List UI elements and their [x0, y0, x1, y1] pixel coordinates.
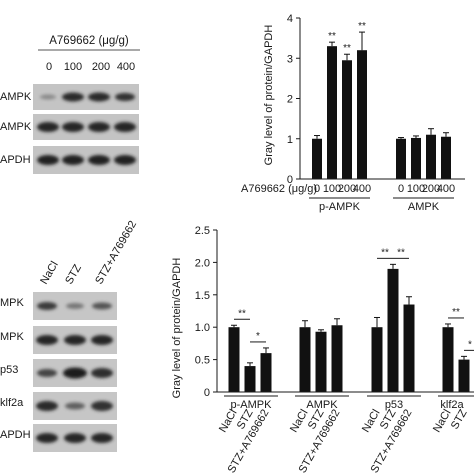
lane-label-nacl: NaCl: [38, 259, 61, 286]
blot-a-row-label-3: APDH: [0, 154, 31, 166]
chart1-y-tick-label: 0: [287, 174, 293, 186]
bar-chart-stz-treatment: Gray level of protein/GAPDH 0 0.5 1.0 1.5 2.…: [171, 225, 474, 474]
chart1-group-label: AMPK: [408, 201, 440, 213]
chart2-bar: [442, 327, 454, 392]
lane-label-stz-a769662: STZ+A769662: [93, 219, 139, 287]
dose-label-200: 200: [92, 61, 110, 73]
chart1-significance: **: [358, 21, 366, 32]
blot-b-strip-5: [33, 424, 117, 452]
chart1-bar: [396, 138, 406, 179]
chart2-group-label: p-AMPK: [231, 399, 273, 411]
chart2-bar: [228, 327, 240, 392]
chart2-bar: [244, 366, 256, 392]
chart1-category-label: 400: [353, 183, 371, 195]
chart1-group-label: p-AMPK: [319, 201, 361, 213]
blot-b-strip-3: [33, 359, 117, 387]
blot-a-strip-3: [33, 146, 139, 174]
chart2-y-tick-label: 1.0: [195, 322, 210, 334]
chart1-ylabel: Gray level of protein/GAPDH: [263, 25, 275, 166]
chart2-y-tick-label: 2.0: [195, 257, 210, 269]
blot-panel-b: NaCl STZ STZ+A769662 MPK MPK p53 klf2a A…: [0, 219, 139, 452]
blot-b-strip-1: [33, 292, 117, 320]
blot-b-row-label-3: p53: [0, 364, 18, 376]
dose-label-400: 400: [117, 61, 135, 73]
chart1-category-label: 100: [323, 183, 341, 195]
chart2-significance: *: [468, 339, 472, 350]
blot-b-row-label-5: APDH: [0, 429, 31, 441]
chart2-y-tick-label: 1.5: [195, 290, 210, 302]
chart2-significance: **: [397, 247, 405, 258]
dose-label-100: 100: [64, 61, 82, 73]
chart1-y-tick-label: 4: [287, 13, 293, 25]
blot-panel-a: A769662 (μg/g) 0 100 200 400 AMPK AMPK A…: [0, 35, 140, 174]
chart2-significance: **: [452, 307, 460, 318]
chart2-significance: **: [381, 247, 389, 258]
chart2-bar: [331, 325, 343, 392]
blot-a-row-label-1: AMPK: [0, 91, 32, 103]
dose-label-0: 0: [46, 61, 52, 73]
chart2-category-label: NaCl: [431, 408, 454, 435]
chart1-bar: [411, 137, 421, 179]
chart2-bar: [387, 268, 399, 392]
chart1-bar: [312, 138, 322, 179]
bar-chart-ampk-dose: Gray level of protein/GAPDH A769662 (μg/…: [241, 13, 465, 213]
chart1-y-tick-label: 2: [287, 94, 293, 106]
chart1-bar: [342, 60, 352, 180]
chart2-category-label: NaCl: [217, 408, 240, 435]
chart2-bar: [458, 359, 470, 392]
chart2-category-label: NaCl: [360, 408, 383, 435]
blot-b-row-label-2: MPK: [0, 331, 25, 343]
dose-header: A769662 (μg/g): [49, 35, 129, 47]
chart2-bar: [371, 327, 383, 392]
chart1-xlabel: A769662 (μg/g): [241, 183, 317, 195]
blot-a-row-label-2: AMPK: [0, 121, 32, 133]
chart1-category-label: 400: [437, 183, 455, 195]
chart1-significance: **: [328, 31, 336, 42]
chart2-group-label: AMPK: [306, 399, 338, 411]
chart1-bar: [357, 50, 367, 180]
chart2-y-tick-label: 0: [204, 387, 210, 399]
chart1-significance: **: [343, 43, 351, 54]
blot-b-row-label-4: klf2a: [0, 397, 24, 409]
chart2-group-label: klf2a: [440, 399, 464, 411]
chart1-category-label: 0: [314, 183, 320, 195]
chart1-category-label: 0: [398, 183, 404, 195]
chart2-group-label: p53: [385, 399, 403, 411]
blot-a-strip-1: [33, 84, 139, 110]
chart2-significance: **: [238, 308, 246, 319]
blot-b-row-label-1: MPK: [0, 297, 25, 309]
chart1-bar: [441, 136, 451, 179]
chart2-bar: [299, 327, 311, 392]
blot-a-strip-2: [33, 114, 139, 140]
chart1-y-tick-label: 3: [287, 53, 293, 65]
chart2-significance: *: [256, 331, 260, 342]
chart1-category-label: 200: [422, 183, 440, 195]
chart2-bar: [403, 304, 415, 392]
blot-b-strip-4: [33, 392, 117, 420]
chart1-y-tick-label: 1: [287, 134, 293, 146]
chart2-bar: [315, 331, 327, 392]
chart2-ylabel: Gray level of protein/GAPDH: [171, 258, 183, 399]
chart1-bar: [426, 134, 436, 179]
chart2-y-tick-label: 0.5: [195, 355, 210, 367]
lane-label-stz: STZ: [63, 262, 84, 286]
chart2-bar: [260, 353, 272, 392]
chart2-y-tick-label: 2.5: [195, 225, 210, 237]
blot-b-strip-2: [33, 326, 117, 354]
chart2-category-label: NaCl: [288, 408, 311, 435]
chart1-category-label: 200: [338, 183, 356, 195]
chart1-bar: [327, 46, 337, 179]
chart1-category-label: 100: [407, 183, 425, 195]
